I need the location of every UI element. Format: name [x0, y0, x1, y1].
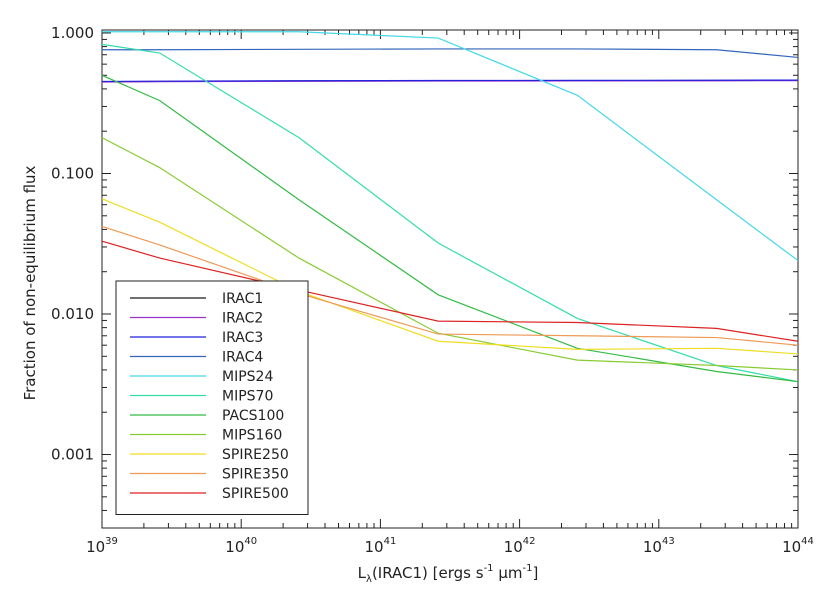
legend-label-mips70: MIPS70	[222, 389, 273, 405]
x-tick-label: 1044	[782, 536, 814, 556]
series-line-spire350	[101, 225, 799, 346]
legend-label-irac1: IRAC1	[222, 291, 263, 307]
legend-label-spire250: SPIRE250	[222, 447, 289, 463]
x-axis-label: Lλ(IRAC1) [ergs s-1 μm-1]	[358, 563, 539, 585]
series-line-spire500	[101, 240, 799, 342]
series-line-irac4	[102, 48, 799, 59]
legend-label-spire500: SPIRE500	[222, 486, 289, 502]
series-line-mips160	[101, 137, 799, 371]
axes-frame	[101, 29, 799, 529]
x-tick-label: 1039	[86, 536, 118, 556]
series-line-spire250	[101, 198, 799, 355]
legend-label-mips160: MIPS160	[222, 428, 282, 444]
series-line-mips24	[102, 31, 799, 262]
x-tick-label: 1040	[225, 536, 257, 556]
legend-label-pacs100: PACS100	[222, 408, 284, 424]
plot-area: 1039 1040 1041 1042 1043 1044 0.001 0.010 0.100 1…	[51, 24, 814, 556]
legend-label-irac2: IRAC2	[222, 311, 263, 327]
y-tick-label: 0.001	[51, 446, 94, 464]
legend: IRAC1 IRAC2 IRAC3 IRAC4 MIPS24 MIPS70 PACS100 M…	[115, 280, 309, 515]
y-tick-label: 0.010	[51, 305, 94, 323]
series-line-pacs100	[101, 74, 799, 383]
legend-label-irac3: IRAC3	[222, 330, 263, 346]
y-tick-label: 1.000	[51, 24, 94, 42]
legend-label-mips24: MIPS24	[222, 369, 273, 385]
y-axis-label: Fraction of non-equilibrium flux	[21, 165, 39, 400]
legend-label-spire350: SPIRE350	[222, 467, 289, 483]
x-tick-label: 1042	[504, 536, 536, 556]
legend-label-irac4: IRAC4	[222, 350, 263, 366]
x-tick-label: 1043	[643, 536, 675, 556]
legend-box	[115, 280, 309, 515]
x-tick-label: 1041	[364, 536, 396, 556]
series-line-irac3	[101, 79, 799, 83]
y-tick-label: 0.100	[51, 164, 94, 182]
